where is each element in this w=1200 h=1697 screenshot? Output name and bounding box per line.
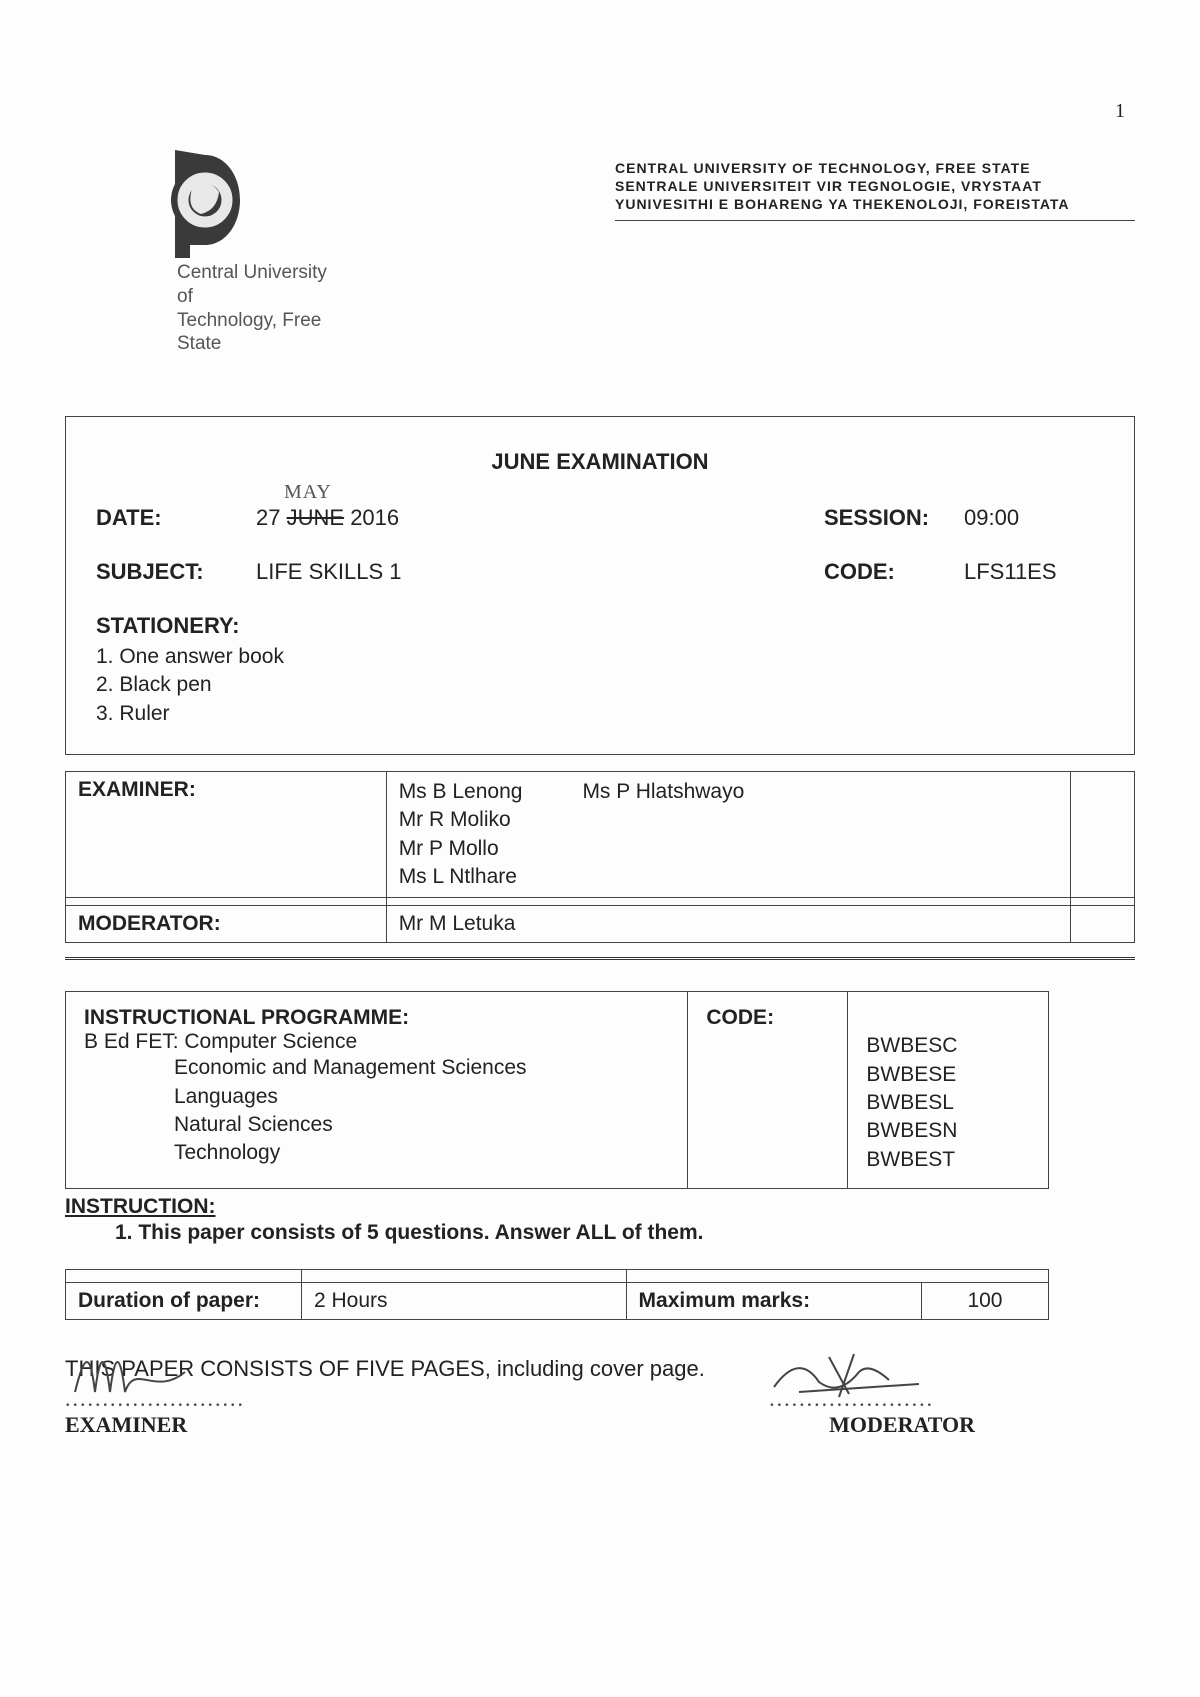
- examiner-name: Mr P Mollo: [399, 835, 523, 863]
- duration-label: Duration of paper:: [66, 1283, 302, 1320]
- subject-code-row: SUBJECT: LIFE SKILLS 1 CODE: LFS11ES: [96, 559, 1104, 585]
- signature-row: ........................ EXAMINER ......…: [65, 1386, 1135, 1438]
- programme-cell: INSTRUCTIONAL PROGRAMME: B Ed FET: Compu…: [66, 992, 688, 1188]
- duration-row: Duration of paper: 2 Hours Maximum marks…: [66, 1283, 1049, 1320]
- programme-degree-line: B Ed FET: Computer Science: [84, 1030, 669, 1054]
- moderator-signature-block: ...................... MODERATOR: [769, 1386, 975, 1438]
- page-header: Central University of Technology, Free S…: [65, 150, 1135, 356]
- code-label: CODE:: [824, 559, 964, 585]
- date-month-struck: JUNE: [287, 505, 344, 530]
- programme-code-list: BWBESC BWBESE BWBESL BWBESN BWBEST: [866, 1032, 1030, 1174]
- examiner-name: Ms B Lenong: [399, 778, 523, 806]
- programme-code: BWBESL: [866, 1089, 1030, 1117]
- uni-line-st: YUNIVESITHI E BOHARENG YA THEKENOLOJI, F…: [615, 196, 1135, 212]
- page-number: 1: [1115, 100, 1125, 123]
- stationery-item: 3. Ruler: [96, 700, 1104, 728]
- moderator-signature-icon: [769, 1342, 929, 1402]
- examiner-name: Mr R Moliko: [399, 806, 523, 834]
- spacer-row: [66, 898, 1135, 906]
- examiner-label: EXAMINER:: [66, 772, 387, 898]
- marks-value: 100: [921, 1283, 1049, 1320]
- session-value: 09:00: [964, 505, 1104, 531]
- programme-box: INSTRUCTIONAL PROGRAMME: B Ed FET: Compu…: [65, 991, 1049, 1189]
- people-table: EXAMINER: Ms B Lenong Mr R Moliko Mr P M…: [65, 771, 1135, 943]
- instruction-text: 1. This paper consists of 5 questions. A…: [65, 1221, 1135, 1245]
- duration-value: 2 Hours: [302, 1283, 627, 1320]
- examiner-signature-block: ........................ EXAMINER: [65, 1386, 245, 1438]
- exam-title: JUNE EXAMINATION: [96, 449, 1104, 475]
- duration-table: Duration of paper: 2 Hours Maximum marks…: [65, 1269, 1049, 1320]
- examiner-name: Ms P Hlatshwayo: [582, 778, 744, 806]
- date-value: MAY 27 JUNE 2016: [256, 505, 399, 531]
- uni-line-en: CENTRAL UNIVERSITY OF TECHNOLOGY, FREE S…: [615, 160, 1135, 176]
- programme-subject: Technology: [174, 1139, 669, 1167]
- instruction-label: INSTRUCTION:: [65, 1195, 1135, 1219]
- stationery-label: STATIONERY:: [96, 613, 1104, 639]
- logo-text-line1: Central University of: [177, 262, 327, 307]
- moderator-row: MODERATOR: Mr M Letuka: [66, 906, 1135, 943]
- programme-title: INSTRUCTIONAL PROGRAMME:: [84, 1006, 669, 1030]
- date-month-handwritten: MAY: [284, 481, 332, 504]
- logo-text: Central University of Technology, Free S…: [177, 261, 335, 356]
- university-name-block: CENTRAL UNIVERSITY OF TECHNOLOGY, FREE S…: [615, 160, 1135, 229]
- moderator-label: MODERATOR:: [66, 906, 387, 943]
- stationery-item: 2. Black pen: [96, 671, 1104, 699]
- programme-code: BWBESE: [866, 1061, 1030, 1089]
- programme-subject: Computer Science: [184, 1030, 357, 1053]
- programme-code: BWBESC: [866, 1032, 1030, 1060]
- moderator-sig-label: MODERATOR: [829, 1412, 975, 1437]
- stationery-list: 1. One answer book 2. Black pen 3. Ruler: [96, 643, 1104, 728]
- exam-cover-page: 1 Central University of Technology, Free…: [0, 0, 1200, 1697]
- examiner-col2: Ms P Hlatshwayo: [582, 778, 744, 891]
- programme-subject: Languages: [174, 1083, 669, 1111]
- uni-underline: [615, 220, 1135, 221]
- empty-cell: [1070, 906, 1134, 943]
- exam-info-box: JUNE EXAMINATION DATE: MAY 27 JUNE 2016 …: [65, 416, 1135, 755]
- subject-label: SUBJECT:: [96, 559, 256, 585]
- examiner-names: Ms B Lenong Mr R Moliko Mr P Mollo Ms L …: [386, 772, 1070, 898]
- programme-code: BWBESN: [866, 1117, 1030, 1145]
- marks-label: Maximum marks:: [626, 1283, 921, 1320]
- subject-value: LIFE SKILLS 1: [256, 559, 402, 585]
- logo-text-line2: Technology, Free State: [177, 310, 321, 355]
- date-label: DATE:: [96, 505, 256, 531]
- section-divider: [65, 957, 1135, 961]
- programme-subject: Natural Sciences: [174, 1111, 669, 1139]
- date-day: 27: [256, 505, 280, 530]
- examiner-col1: Ms B Lenong Mr R Moliko Mr P Mollo Ms L …: [399, 778, 523, 891]
- logo-block: Central University of Technology, Free S…: [65, 150, 335, 356]
- date-year: 2016: [350, 505, 399, 530]
- examiner-sig-label: EXAMINER: [65, 1412, 187, 1437]
- session-label: SESSION:: [824, 505, 964, 531]
- programme-code-cell: BWBESC BWBESE BWBESL BWBESN BWBEST: [848, 992, 1048, 1188]
- pages-statement: THIS PAPER CONSISTS OF FIVE PAGES, inclu…: [65, 1356, 1135, 1382]
- moderator-name: Mr M Letuka: [386, 906, 1070, 943]
- date-session-row: DATE: MAY 27 JUNE 2016 SESSION: 09:00: [96, 505, 1104, 531]
- programme-subject-list: Economic and Management Sciences Languag…: [84, 1054, 669, 1167]
- programme-degree: B Ed FET:: [84, 1030, 179, 1053]
- examiner-row: EXAMINER: Ms B Lenong Mr R Moliko Mr P M…: [66, 772, 1135, 898]
- programme-subject: Economic and Management Sciences: [174, 1054, 669, 1082]
- programme-code-label: CODE:: [688, 992, 848, 1188]
- spacer-row: [66, 1270, 1049, 1283]
- examiner-signature-icon: [65, 1342, 205, 1402]
- code-value: LFS11ES: [964, 559, 1104, 585]
- cut-logo-icon: [65, 150, 295, 265]
- examiner-name: Ms L Ntlhare: [399, 863, 523, 891]
- programme-code: BWBEST: [866, 1146, 1030, 1174]
- empty-cell: [1070, 772, 1134, 898]
- stationery-item: 1. One answer book: [96, 643, 1104, 671]
- uni-line-af: SENTRALE UNIVERSITEIT VIR TEGNOLOGIE, VR…: [615, 178, 1135, 194]
